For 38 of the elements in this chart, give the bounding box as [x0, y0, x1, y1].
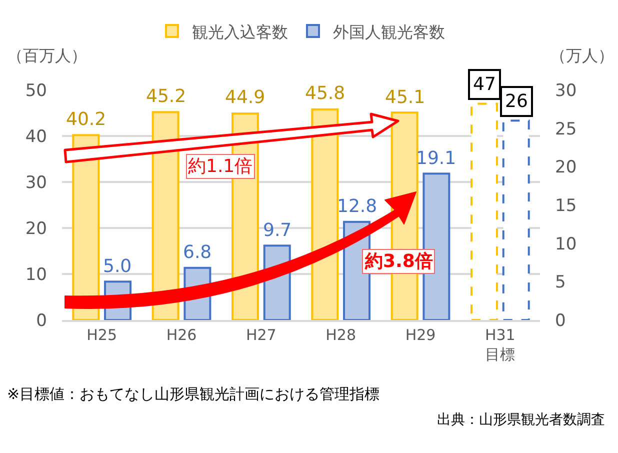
x-tick-label: H28 — [326, 326, 356, 344]
y2-tick-label: 30 — [555, 80, 577, 101]
data-label: 9.7 — [263, 220, 292, 241]
data-label: 44.9 — [225, 87, 266, 108]
annotation: 約1.1倍 — [188, 156, 253, 177]
x-tick-label: H27 — [246, 326, 276, 344]
x-tick-label: H26 — [166, 326, 197, 344]
data-label: 47 — [473, 74, 496, 95]
data-label: 5.0 — [103, 256, 132, 277]
y-tick-label: 10 — [25, 264, 47, 285]
y2-tick-label: 20 — [555, 158, 577, 178]
y-tick-label: 40 — [25, 126, 47, 147]
text: ※目標値：おもてなし山形県観光計画における管理指標 — [7, 385, 380, 403]
y2-axis-title: （万人） — [550, 46, 614, 65]
annotation: 約3.8倍 — [364, 251, 433, 272]
y-tick-label: 50 — [25, 80, 47, 101]
x-tick-label: H29 — [405, 326, 436, 344]
y2-tick-label: 10 — [555, 234, 577, 254]
data-label: 45.8 — [305, 83, 346, 104]
data-label: 45.1 — [385, 87, 426, 108]
y-tick-label: 0 — [36, 310, 47, 331]
data-label: 45.2 — [146, 86, 186, 107]
y2-tick-label: 25 — [555, 119, 577, 140]
y2-tick-label: 5 — [555, 272, 566, 293]
data-label: 12.8 — [337, 196, 378, 217]
legend-label: 観光入込客数 — [192, 22, 288, 42]
y-tick-label: 30 — [25, 172, 47, 193]
data-label: 6.8 — [183, 242, 212, 263]
y2-tick-label: 0 — [555, 310, 566, 331]
legend-label: 外国人観光客数 — [333, 22, 445, 42]
x-tick-label: H25 — [86, 326, 118, 344]
y-tick-label: 20 — [25, 218, 47, 239]
data-label: 26 — [505, 91, 528, 112]
y-axis-title: （百万人） — [7, 46, 87, 65]
x-tick-label: H31 目標 — [484, 326, 516, 364]
data-label: 40.2 — [66, 109, 106, 130]
source-note: 出典：山形県観光者数調査 — [437, 412, 605, 428]
y2-tick-label: 15 — [555, 196, 577, 216]
